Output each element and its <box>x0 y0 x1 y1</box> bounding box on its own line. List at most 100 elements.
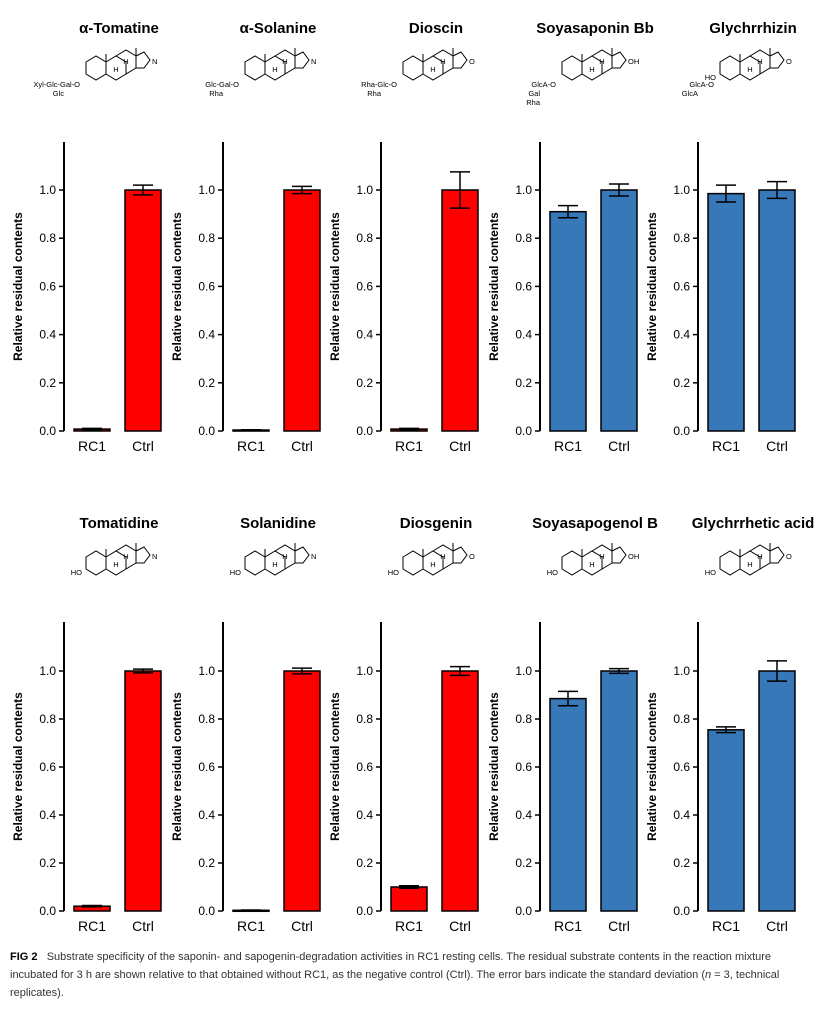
structure-rings <box>244 542 310 576</box>
structure-rings <box>402 47 468 81</box>
y-axis-label: Relative residual contents <box>11 212 25 361</box>
x-category-label: RC1 <box>78 918 106 934</box>
caption-label: FIG 2 <box>10 951 38 963</box>
hydrogen-label: H <box>757 57 762 66</box>
x-category-label: Ctrl <box>132 438 154 454</box>
bar-rc1 <box>549 697 587 912</box>
hydroxyl-label: OH <box>628 552 639 561</box>
hydrogen-label: H <box>599 552 604 561</box>
y-tick-label: 0.4 <box>515 328 532 342</box>
structure-diosgenin: HO O HH <box>388 542 475 577</box>
y-axis-label: Relative residual contents <box>487 212 501 361</box>
x-category-label: RC1 <box>237 918 265 934</box>
x-category-label: Ctrl <box>766 918 788 934</box>
bar-ctrl <box>441 189 479 432</box>
y-tick-label: 0.2 <box>198 376 215 390</box>
structure-rings <box>85 47 151 81</box>
structure-rings <box>85 542 151 576</box>
chart-title: Soyasaponin Bb <box>536 20 654 37</box>
y-tick-label: 0.8 <box>356 712 373 726</box>
x-category-label: Ctrl <box>449 438 471 454</box>
x-category-label: Ctrl <box>608 438 630 454</box>
hydrogen-label: H <box>282 552 287 561</box>
bar-ctrl <box>600 670 638 912</box>
sugar-chain-label: Rha <box>209 89 224 98</box>
hydrogen-label: H <box>589 65 594 74</box>
structure-rings <box>402 542 468 576</box>
y-tick-label: 0.6 <box>673 760 690 774</box>
structure-rings <box>719 542 785 576</box>
hydrogen-label: H <box>440 552 445 561</box>
y-tick-label: 0.2 <box>673 376 690 390</box>
hydrogen-label: H <box>272 560 277 569</box>
bar-ctrl <box>600 189 638 432</box>
hydrogen-label: H <box>430 65 435 74</box>
y-tick-label: 0.2 <box>356 856 373 870</box>
bar-ctrl <box>283 670 321 912</box>
chart-title: α-Tomatine <box>79 20 159 37</box>
sugar-chain-label: Rha <box>367 89 382 98</box>
y-tick-label: 0.8 <box>39 231 56 245</box>
y-tick-label: 0.0 <box>673 424 690 438</box>
y-tick-label: 0.6 <box>356 760 373 774</box>
x-category-label: Ctrl <box>449 918 471 934</box>
y-axis-label: Relative residual contents <box>170 212 184 361</box>
chart-title: Soyasapogenol B <box>532 515 658 532</box>
y-tick-label: 0.2 <box>515 376 532 390</box>
y-tick-label: 1.0 <box>39 664 56 678</box>
y-tick-label: 0.2 <box>673 856 690 870</box>
bar-ctrl <box>758 670 796 912</box>
sugar-chain-label: Gal <box>528 89 540 98</box>
y-tick-label: 0.4 <box>673 328 690 342</box>
bar-ctrl <box>283 189 321 432</box>
y-tick-label: 1.0 <box>198 664 215 678</box>
structure-rings <box>244 47 310 81</box>
hydroxyl-label: OH <box>628 57 639 66</box>
structure-rings <box>561 542 627 576</box>
figure-caption: FIG 2 Substrate specificity of the sapon… <box>10 948 816 1002</box>
sugar-chain-label: GlcA-O <box>689 80 714 89</box>
y-tick-label: 0.0 <box>673 904 690 918</box>
y-tick-label: 0.0 <box>39 424 56 438</box>
x-category-label: RC1 <box>554 438 582 454</box>
y-tick-label: 0.8 <box>198 712 215 726</box>
y-axis-label: Relative residual contents <box>170 692 184 841</box>
hydrogen-label: H <box>123 57 128 66</box>
chart-title: Diosgenin <box>400 515 473 532</box>
structure-glycyrrhetic-acid: HO O HH <box>705 542 792 577</box>
hydrogen-label: H <box>113 65 118 74</box>
hydrogen-label: H <box>113 560 118 569</box>
structure-solanidine: HO N HH <box>230 542 316 577</box>
oxygen-label: O <box>786 57 792 66</box>
bar-ctrl <box>124 189 162 432</box>
hydrogen-label: H <box>282 57 287 66</box>
hydrogen-label: H <box>430 560 435 569</box>
y-tick-label: 1.0 <box>515 664 532 678</box>
x-category-label: RC1 <box>712 918 740 934</box>
sugar-chain-label: Rha-Glc-O <box>361 80 397 89</box>
y-tick-label: 1.0 <box>39 183 56 197</box>
hydroxyl-label: HO <box>547 568 558 577</box>
y-tick-label: 0.6 <box>515 760 532 774</box>
chart-title: Solanidine <box>240 515 316 532</box>
bar-ctrl <box>124 670 162 912</box>
x-category-label: RC1 <box>712 438 740 454</box>
y-tick-label: 0.4 <box>198 328 215 342</box>
bar-rc1 <box>707 192 745 432</box>
y-tick-label: 0.8 <box>198 231 215 245</box>
x-category-label: Ctrl <box>291 918 313 934</box>
x-category-label: RC1 <box>395 918 423 934</box>
panel-soyasapogenol-b: Soyasapogenol B HO OH HH 0.0 0.2 0.4 0.6 0.8 1.0 R… <box>487 515 658 934</box>
hydrogen-label: H <box>123 552 128 561</box>
hydrogen-label: H <box>747 560 752 569</box>
sugar-chain-label: GlcA-O <box>531 80 556 89</box>
panel-diosgenin: Diosgenin HO O HH 0.0 0.2 0.4 0.6 0.8 1.0 Relative… <box>328 515 479 934</box>
y-tick-label: 0.0 <box>515 424 532 438</box>
bar-rc1 <box>390 886 428 912</box>
